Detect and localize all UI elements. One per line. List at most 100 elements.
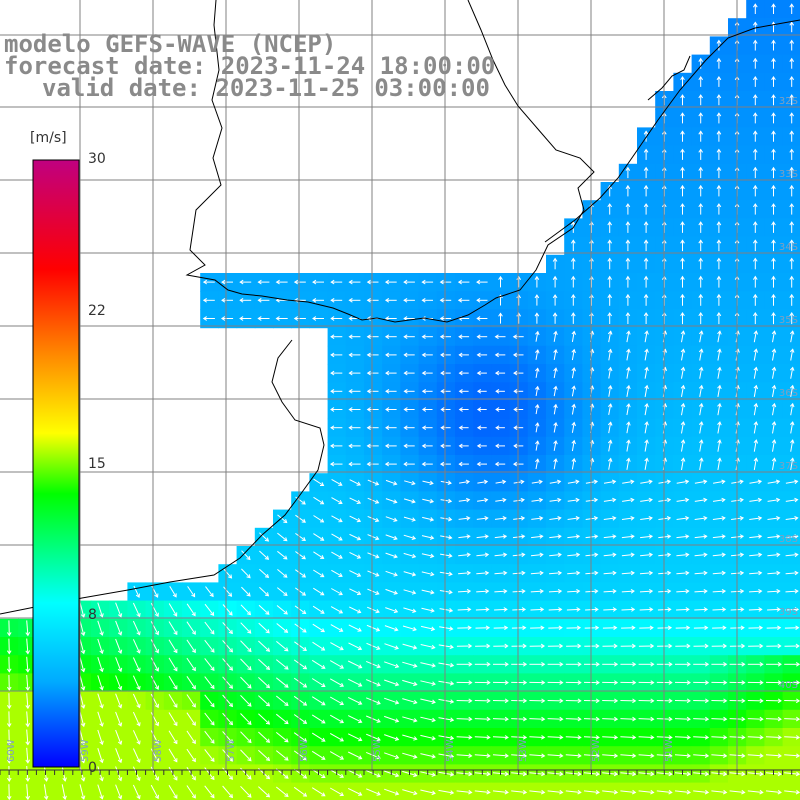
- wind-arrow: [458, 534, 471, 539]
- wind-arrow: [694, 588, 708, 594]
- wind-arrow: [698, 402, 704, 416]
- wind-arrow: [643, 312, 649, 324]
- wind-arrow: [168, 621, 178, 636]
- wind-arrow: [311, 750, 326, 760]
- wind-arrow: [674, 735, 691, 740]
- wind-arrow: [698, 330, 704, 343]
- wind-arrow: [150, 748, 159, 763]
- wind-arrow: [698, 348, 704, 361]
- wind-arrow: [403, 461, 415, 467]
- wind-arrow: [511, 643, 527, 649]
- wind-arrow: [511, 789, 528, 795]
- wind-arrow: [626, 366, 631, 379]
- wind-arrow: [789, 384, 795, 397]
- wind-arrow: [275, 279, 288, 285]
- wind-arrow: [438, 662, 455, 668]
- wind-arrow: [784, 716, 800, 722]
- wind-arrow: [565, 680, 582, 685]
- wind-arrow: [716, 311, 722, 325]
- wind-arrow: [493, 625, 509, 631]
- wind-arrow: [221, 279, 233, 285]
- wind-arrow: [457, 607, 472, 612]
- wind-arrow: [680, 112, 685, 124]
- wind-arrow: [602, 625, 618, 631]
- wind-arrow: [752, 293, 758, 306]
- wind-arrow: [440, 553, 453, 558]
- wind-arrow: [97, 602, 104, 618]
- wind-arrow: [638, 661, 655, 667]
- wind-arrow: [698, 148, 704, 160]
- wind-arrow: [785, 552, 799, 558]
- wind-arrow: [676, 570, 690, 576]
- wind-arrow: [771, 94, 776, 106]
- wind-arrow: [513, 370, 524, 376]
- wind-arrow: [439, 461, 451, 467]
- wind-arrow: [476, 352, 488, 358]
- wind-arrow: [716, 184, 722, 197]
- wind-arrow: [348, 425, 361, 431]
- wind-arrow: [458, 461, 469, 467]
- wind-arrow: [771, 330, 777, 343]
- wind-arrow: [329, 660, 344, 669]
- wind-arrow: [61, 784, 67, 800]
- wind-arrow: [495, 497, 507, 503]
- wind-arrow: [620, 716, 637, 722]
- wind-arrow: [312, 605, 325, 614]
- wind-arrow: [367, 606, 380, 614]
- wind-arrow: [330, 370, 343, 376]
- wind-arrow: [712, 534, 726, 539]
- wind-arrow: [312, 297, 324, 303]
- colorbar-tick-label: 15: [88, 456, 106, 472]
- wind-arrow: [711, 698, 728, 704]
- wind-arrow: [186, 748, 196, 763]
- wind-arrow: [330, 334, 343, 340]
- colorbar-tick-label: 0: [88, 760, 97, 776]
- wind-arrow: [571, 385, 576, 397]
- wind-arrow: [680, 75, 685, 87]
- wind-arrow: [552, 275, 558, 288]
- wind-arrow: [366, 370, 379, 376]
- wind-arrow: [602, 680, 619, 685]
- wind-arrow: [680, 184, 685, 197]
- wind-arrow: [548, 607, 563, 612]
- wind-arrow: [313, 533, 325, 541]
- wind-arrow: [530, 607, 545, 612]
- wind-arrow: [749, 497, 763, 503]
- latitude-label: 35S: [779, 315, 798, 326]
- wind-arrow: [602, 643, 618, 649]
- wind-arrow: [771, 457, 777, 470]
- wind-arrow: [620, 643, 637, 649]
- wind-arrow: [789, 57, 795, 69]
- wind-arrow: [6, 620, 12, 637]
- wind-arrow: [150, 784, 159, 800]
- wind-arrow: [771, 112, 776, 124]
- wind-arrow: [384, 643, 399, 650]
- wind-arrow: [529, 789, 546, 795]
- wind-arrow: [567, 552, 581, 558]
- wind-arrow: [421, 443, 433, 449]
- wind-arrow: [698, 112, 704, 124]
- wind-arrow: [384, 788, 400, 796]
- wind-arrow: [132, 711, 141, 727]
- wind-arrow: [240, 713, 252, 725]
- wind-arrow: [132, 730, 141, 745]
- wind-arrow: [680, 402, 686, 416]
- wind-arrow: [222, 658, 234, 671]
- wind-arrow: [729, 789, 746, 795]
- wind-arrow: [403, 352, 415, 358]
- wind-arrow: [168, 657, 178, 672]
- wind-arrow: [644, 366, 649, 379]
- wind-arrow: [602, 661, 619, 667]
- wind-arrow: [789, 239, 795, 252]
- wind-arrow: [440, 388, 451, 394]
- wind-arrow: [150, 657, 159, 672]
- wind-arrow: [674, 698, 691, 704]
- wind-arrow: [97, 657, 104, 673]
- wind-arrow: [644, 439, 649, 452]
- wind-arrow: [222, 640, 234, 653]
- wind-arrow: [440, 352, 451, 358]
- wind-arrow: [680, 221, 685, 233]
- wind-arrow: [511, 661, 528, 667]
- wind-arrow: [549, 516, 562, 521]
- wind-arrow: [239, 279, 252, 285]
